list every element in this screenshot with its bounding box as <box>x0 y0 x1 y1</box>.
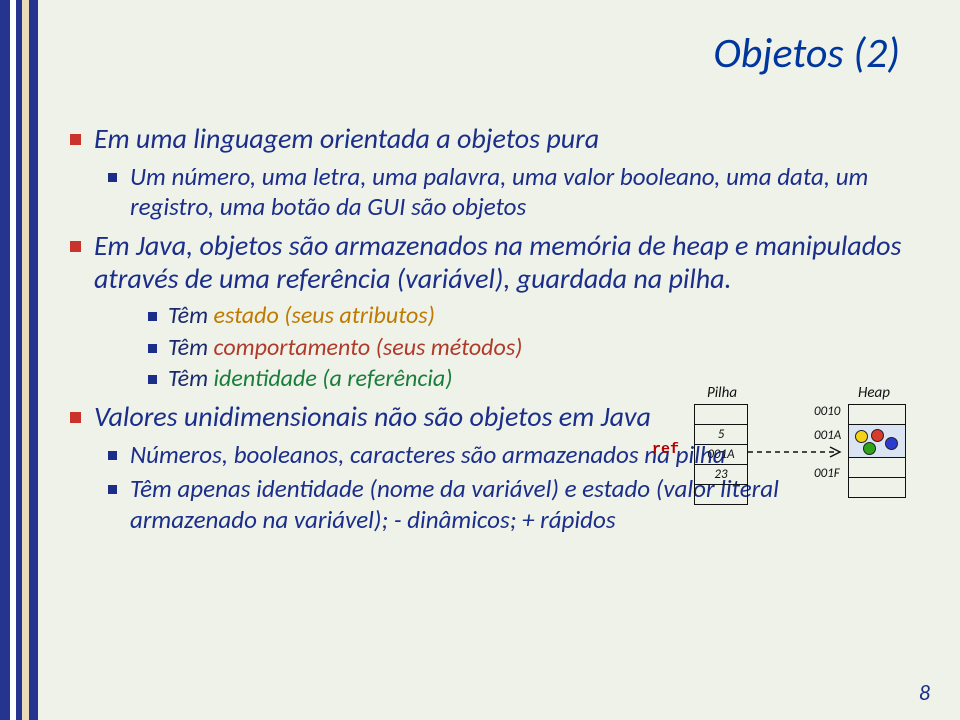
text-segment: Têm <box>168 333 214 362</box>
bullet-l3-comportamento: Têm comportamento (seus métodos) <box>148 334 910 363</box>
page-number: 8 <box>919 679 930 706</box>
side-stripe-beige <box>22 0 29 720</box>
stack-cell-ref: 001A <box>695 445 747 465</box>
heap-addr: 001F <box>814 466 840 481</box>
bullet-l1-java-heap: Em Java, objetos são armazenados na memó… <box>70 229 910 296</box>
heap-cell <box>849 478 905 497</box>
comportamento-word: comportamento <box>214 333 371 362</box>
heap-blob <box>863 442 876 455</box>
bullet-l3-estado: Têm estado (seus atributos) <box>148 302 910 331</box>
ref-label: ref <box>652 441 679 458</box>
stack-cell: 23 <box>695 465 747 485</box>
estado-word: estado <box>214 301 279 330</box>
heap-blob <box>871 429 884 442</box>
heap-box <box>848 404 906 498</box>
stack-heap-diagram: Pilha ref 5 001A 23 Heap 0010 001A 001F <box>648 386 918 526</box>
identidade-word: identidade <box>214 364 317 393</box>
ref-arrow <box>748 451 846 453</box>
heap-blob <box>885 437 898 450</box>
stack-cell <box>695 405 747 425</box>
stack-label: Pilha <box>696 384 748 402</box>
stack-box: 5 001A 23 <box>694 404 748 505</box>
text-segment: Têm <box>168 364 214 393</box>
heap-cell <box>849 405 905 425</box>
side-stripe-white <box>10 0 16 720</box>
heap-object-cell <box>849 425 905 458</box>
text-segment: (a referência) <box>317 364 453 393</box>
text-segment: Têm <box>168 301 214 330</box>
stack-cell: 5 <box>695 425 747 445</box>
heap-addr: 001A <box>814 428 841 443</box>
text-segment: Em Java, objetos são armazenados na memó… <box>94 228 672 263</box>
side-stripe <box>0 0 38 720</box>
bullet-l1-pure-oo: Em uma linguagem orientada a objetos pur… <box>70 122 910 156</box>
bullet-l2-examples: Um número, uma letra, uma palavra, uma v… <box>108 162 910 223</box>
heap-addr: 0010 <box>814 404 840 419</box>
heap-emphasis: heap <box>672 228 729 263</box>
stack-cell <box>695 485 747 504</box>
heap-label: Heap <box>858 384 890 402</box>
slide-title: Objetos (2) <box>713 28 900 79</box>
text-segment: (seus atributos) <box>279 301 435 330</box>
text-segment: (seus métodos) <box>370 333 522 362</box>
heap-cell <box>849 458 905 478</box>
heap-blob <box>855 430 868 443</box>
